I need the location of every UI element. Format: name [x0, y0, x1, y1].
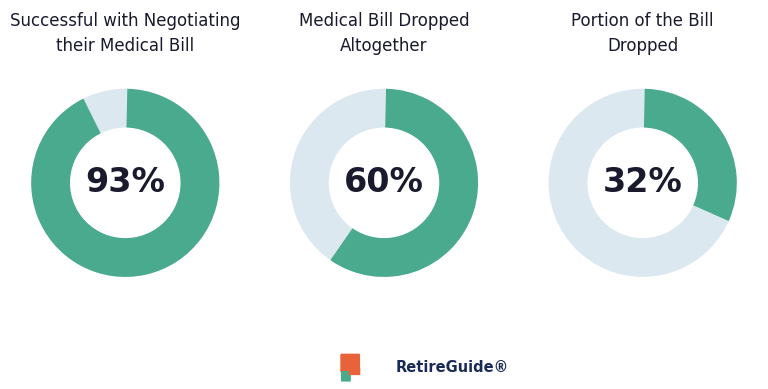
Circle shape: [588, 128, 697, 237]
Circle shape: [71, 128, 180, 237]
Wedge shape: [548, 89, 737, 277]
Text: RetireGuide®: RetireGuide®: [396, 360, 508, 375]
Text: 32%: 32%: [603, 166, 683, 199]
FancyBboxPatch shape: [349, 368, 360, 375]
Title: Medical Bill Dropped
Altogether: Medical Bill Dropped Altogether: [299, 12, 469, 55]
Wedge shape: [290, 89, 478, 277]
FancyBboxPatch shape: [341, 371, 351, 382]
Wedge shape: [644, 89, 737, 221]
Text: 60%: 60%: [344, 166, 424, 199]
Title: Portion of the Bill
Dropped: Portion of the Bill Dropped: [571, 12, 714, 55]
FancyBboxPatch shape: [340, 354, 360, 373]
Wedge shape: [330, 89, 478, 277]
Title: Successful with Negotiating
their Medical Bill: Successful with Negotiating their Medica…: [10, 12, 240, 55]
Text: 93%: 93%: [85, 166, 165, 199]
Wedge shape: [31, 89, 220, 277]
Wedge shape: [31, 89, 220, 277]
Circle shape: [329, 128, 439, 237]
